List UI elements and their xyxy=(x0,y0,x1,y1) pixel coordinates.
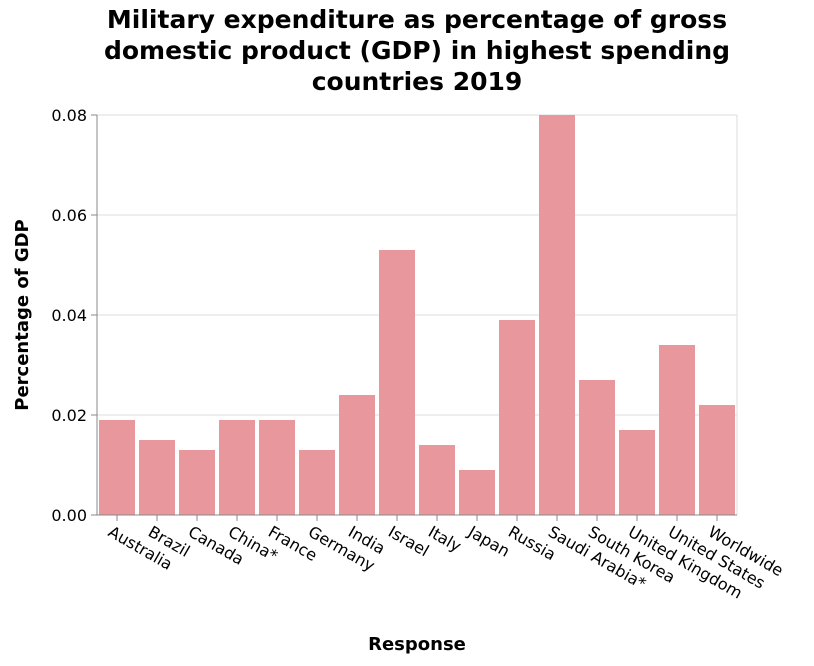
bars xyxy=(99,115,735,515)
bar-south-korea xyxy=(579,380,615,515)
bar-worldwide xyxy=(699,405,735,515)
bar-canada xyxy=(179,450,215,515)
x-axis-title: Response xyxy=(368,634,466,655)
bar-brazil xyxy=(139,440,175,515)
bar-india xyxy=(339,395,375,515)
bar-russia xyxy=(499,320,535,515)
y-tick-label: 0.08 xyxy=(51,106,87,125)
bar-france xyxy=(259,420,295,515)
x-tick-label: Italy xyxy=(425,522,465,556)
chart-title: Military expenditure as percentage of gr… xyxy=(103,5,731,96)
bar-china xyxy=(219,420,255,515)
y-axis-title: Percentage of GDP xyxy=(12,219,33,410)
y-tick-label: 0.06 xyxy=(51,206,87,225)
bar-saudi-arabia xyxy=(539,115,575,515)
x-axis-ticks: AustraliaBrazilCanadaChina*FranceGermany… xyxy=(105,515,787,603)
y-axis-ticks: 0.00 0.02 0.04 0.06 0.08 xyxy=(51,106,97,525)
bar-japan xyxy=(459,470,495,515)
bar-germany xyxy=(299,450,335,515)
y-tick-label: 0.00 xyxy=(51,506,87,525)
bar-italy xyxy=(419,445,455,515)
y-tick-label: 0.02 xyxy=(51,406,87,425)
bar-israel xyxy=(379,250,415,515)
y-tick-label: 0.04 xyxy=(51,306,87,325)
x-tick-label: Japan xyxy=(464,522,513,561)
bar-united-kingdom xyxy=(619,430,655,515)
bar-australia xyxy=(99,420,135,515)
x-tick-label: Israel xyxy=(385,522,432,560)
bar-united-states xyxy=(659,345,695,515)
